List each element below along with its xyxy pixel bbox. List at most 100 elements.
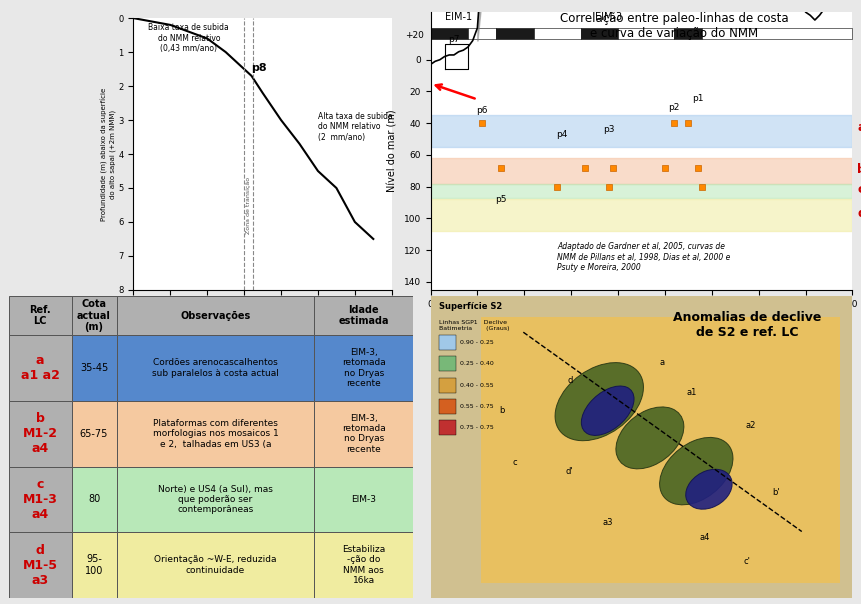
Y-axis label: Profundidade (m) abaixo da superfície
do alto sapai (+2m NMM): Profundidade (m) abaixo da superfície do… [101,88,115,220]
Text: a: a [660,358,665,367]
Text: EIM-3,
retomada
no Dryas
recente: EIM-3, retomada no Dryas recente [342,414,386,454]
Bar [116,335,314,401]
Text: a1: a1 [687,388,697,397]
Text: 0.90 - 0.25: 0.90 - 0.25 [460,340,493,345]
Text: b: b [857,162,861,176]
Bar [314,532,413,598]
Text: 65-75: 65-75 [80,429,108,439]
Text: b
M1-2
a4: b M1-2 a4 [22,413,58,455]
Text: a
a1 a2: a a1 a2 [21,354,59,382]
Text: d': d' [566,467,573,475]
Text: +20: +20 [405,31,424,40]
Text: Linhas SGP1   Declive
Batimetria       (Graus): Linhas SGP1 Declive Batimetria (Graus) [439,320,510,331]
Bar [116,532,314,598]
Bar [9,532,71,598]
Text: d
M1-5
a3: d M1-5 a3 [22,544,58,586]
Text: EIM-3: EIM-3 [595,12,622,22]
Text: p7: p7 [449,35,460,44]
Text: Anomalias de declive
de S2 e ref. LC: Anomalias de declive de S2 e ref. LC [672,311,821,339]
Text: 0.25 - 0.40: 0.25 - 0.40 [460,361,493,367]
Bar [496,28,534,39]
Text: p4: p4 [556,130,567,139]
Bar [71,466,116,532]
Text: Correlação entre paleo-linhas de costa
e curva de variação do NMM: Correlação entre paleo-linhas de costa e… [560,12,789,40]
X-axis label: Idade (k anos): Idade (k anos) [606,314,677,324]
Bar [468,28,496,39]
Text: 0.55 - 0.75: 0.55 - 0.75 [460,403,493,409]
Bar [71,532,116,598]
Text: EIM-1: EIM-1 [444,12,472,22]
Text: Observações: Observações [180,310,251,321]
Bar [9,296,71,335]
Bar [314,466,413,532]
Text: 35-45: 35-45 [80,363,108,373]
Ellipse shape [660,437,733,505]
Text: a3: a3 [603,518,613,527]
Text: 0.75 - 0.75: 0.75 - 0.75 [460,425,493,430]
Text: Cordões arenocascalhentos
sub paralelos à costa actual: Cordões arenocascalhentos sub paralelos … [152,358,279,378]
Text: Cota
actual
(m): Cota actual (m) [77,299,111,332]
Bar [71,335,116,401]
Ellipse shape [685,469,732,509]
Bar [9,401,71,467]
Bar [430,199,852,231]
Bar [314,296,413,335]
Bar [71,296,116,335]
Text: b': b' [772,488,780,496]
Bar [674,28,703,39]
Text: p1: p1 [692,94,703,103]
Ellipse shape [555,362,643,441]
Bar [116,466,314,532]
Bar [314,335,413,401]
Text: p8: p8 [251,63,267,72]
X-axis label: Idade (k anos B.P.): Idade (k anos B.P.) [224,314,301,323]
Bar [618,28,674,39]
Text: a4: a4 [699,533,710,542]
Text: EIM-3,
retomada
no Dryas
recente: EIM-3, retomada no Dryas recente [342,348,386,388]
Y-axis label: Nível do mar (m): Nível do mar (m) [388,110,398,192]
Text: Zona de transição: Zona de transição [246,176,251,234]
Bar [430,115,852,147]
Bar [430,158,852,184]
Text: c
M1-3
a4: c M1-3 a4 [22,478,58,521]
Text: Adaptado de Gardner et al, 2005, curvas de
NMM de Pillans et al, 1998, Dias et a: Adaptado de Gardner et al, 2005, curvas … [557,242,730,272]
Bar [439,335,455,350]
Text: p6: p6 [476,106,488,115]
Text: Idade
estimada: Idade estimada [338,305,389,326]
Bar [116,401,314,467]
Text: d: d [857,207,861,220]
Text: Norte) e US4 (a Sul), mas
que poderão ser
contemporâneas: Norte) e US4 (a Sul), mas que poderão se… [158,484,273,515]
Text: d: d [567,376,573,385]
Text: Superfície S2: Superfície S2 [439,302,502,311]
Text: b: b [499,406,505,415]
Text: 80: 80 [88,495,100,504]
Text: p2: p2 [669,103,680,112]
Bar [116,296,314,335]
Bar [9,466,71,532]
Text: 95-
100: 95- 100 [85,554,103,576]
Text: a: a [857,121,861,135]
Bar [439,399,455,414]
Bar [314,401,413,467]
Bar [534,28,580,39]
Bar [430,28,468,39]
Text: Estabiliza
-ção do
NMM aos
16ka: Estabiliza -ção do NMM aos 16ka [342,545,386,585]
Text: Baixa taxa de subida
do NMM relativo
(0,43 mm/ano): Baixa taxa de subida do NMM relativo (0,… [148,23,229,53]
Text: Ref.
LC: Ref. LC [29,305,51,326]
Bar [439,378,455,393]
Bar [9,335,71,401]
Bar [703,28,852,39]
Text: a2: a2 [746,422,756,430]
Bar [439,356,455,371]
Bar [439,420,455,435]
Text: Alta taxa de subida
do NMM relativo
(2  mm/ano): Alta taxa de subida do NMM relativo (2 m… [318,112,393,142]
Text: c': c' [744,557,750,566]
Ellipse shape [581,386,634,435]
Bar [580,28,618,39]
Bar [71,401,116,467]
Text: Plataformas com diferentes
morfologias nos mosaicos 1
e 2,  talhadas em US3 (a: Plataformas com diferentes morfologias n… [152,419,278,449]
Ellipse shape [616,407,684,469]
Text: c: c [512,458,517,466]
Text: p3: p3 [603,125,615,134]
Text: Orientação ~W-E, reduzida
continuidade: Orientação ~W-E, reduzida continuidade [154,556,276,575]
